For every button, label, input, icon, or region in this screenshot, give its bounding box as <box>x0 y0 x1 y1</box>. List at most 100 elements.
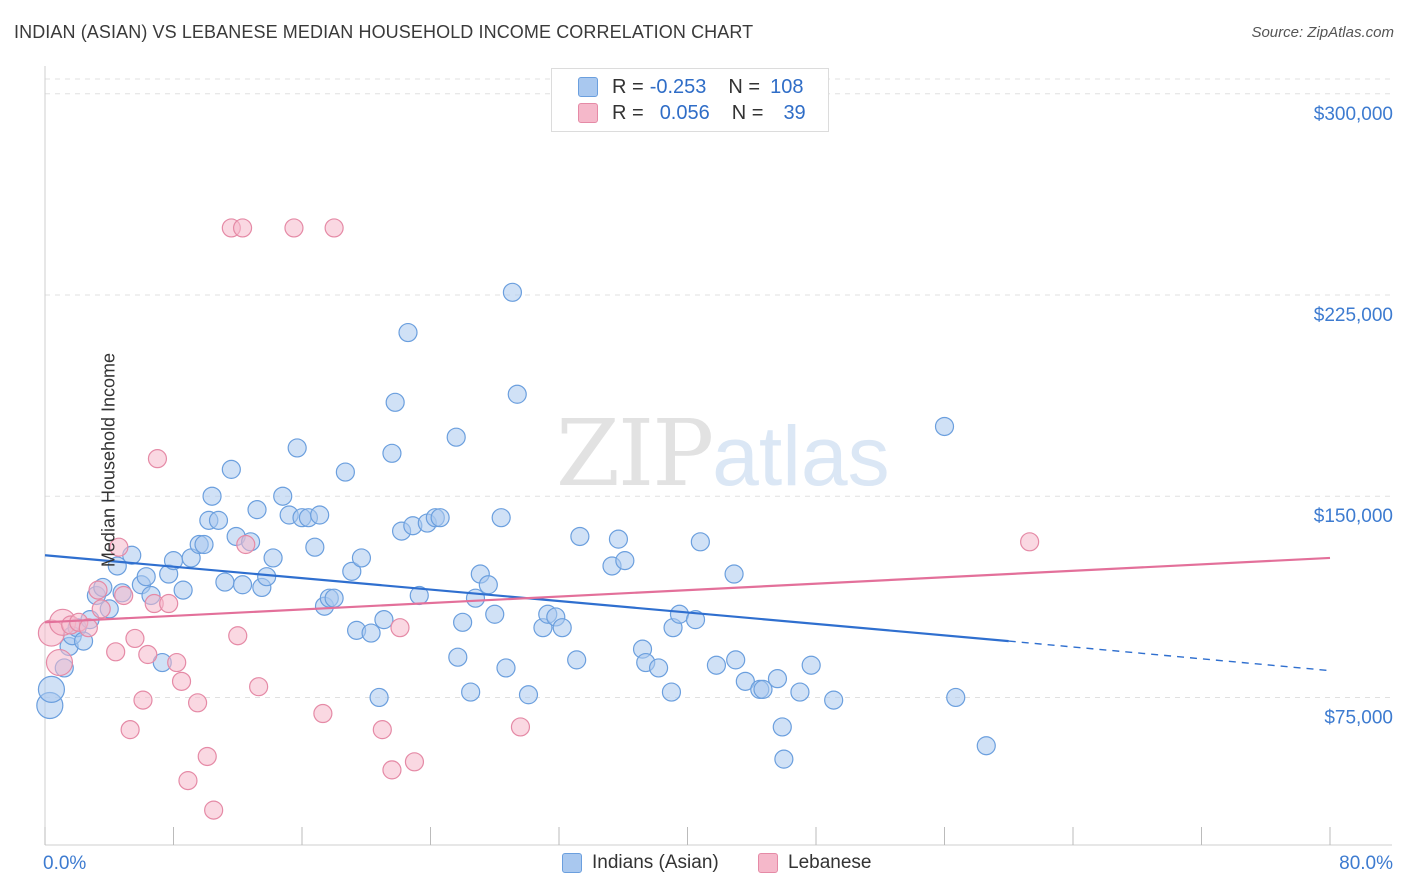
point-indians <box>374 610 394 630</box>
point-indians <box>263 548 283 568</box>
point-lebanese <box>187 693 208 713</box>
point-indians <box>232 575 253 595</box>
legend-n-value: 108 <box>770 75 804 98</box>
chart-title: INDIAN (ASIAN) VS LEBANESE MEDIAN HOUSEH… <box>14 22 754 42</box>
point-lebanese <box>45 648 74 677</box>
legend-r-value: 0.056 <box>659 101 710 124</box>
point-lebanese <box>133 690 153 710</box>
point-indians <box>772 717 792 737</box>
point-lebanese <box>106 642 126 662</box>
point-indians <box>342 561 362 581</box>
series-swatch-blue <box>562 853 582 873</box>
point-lebanese <box>159 593 179 614</box>
point-indians <box>351 548 372 568</box>
point-lebanese <box>324 218 344 238</box>
point-indians <box>324 588 344 608</box>
point-lebanese <box>228 626 248 646</box>
point-indians <box>385 392 405 412</box>
series-legend-indians[interactable]: Indians (Asian) <box>562 852 719 874</box>
point-indians <box>194 534 214 555</box>
point-indians <box>430 508 450 528</box>
point-lebanese <box>404 752 425 772</box>
series-legend: Indians (Asian) Lebanese <box>0 852 1406 876</box>
point-lebanese <box>178 771 198 791</box>
point-indians <box>215 572 235 592</box>
series-legend-label: Indians (Asian) <box>592 852 719 873</box>
point-lebanese <box>147 449 168 469</box>
point-indians <box>685 610 706 630</box>
point-lebanese <box>120 720 140 740</box>
point-indians <box>173 580 193 600</box>
point-lebanese <box>232 218 253 238</box>
legend-swatch-pink <box>578 103 598 123</box>
point-indians <box>136 567 156 587</box>
point-indians <box>552 618 572 638</box>
point-lebanese <box>204 800 224 820</box>
point-indians <box>767 669 788 689</box>
point-lebanese <box>78 618 98 638</box>
point-lebanese <box>390 618 410 638</box>
point-indians <box>507 384 527 404</box>
point-lebanese <box>510 717 531 737</box>
point-indians <box>305 537 325 557</box>
point-indians <box>615 551 635 571</box>
trend-line-lebanese <box>44 556 1331 624</box>
point-lebanese <box>125 628 145 649</box>
trend-line-indians-extension <box>1008 640 1331 672</box>
correlation-legend: R = -0.253 N = 108 R = 0.056 N = 39 <box>551 68 829 132</box>
series-legend-lebanese[interactable]: Lebanese <box>758 852 871 874</box>
point-indians <box>335 462 355 482</box>
point-indians <box>202 486 222 506</box>
point-lebanese <box>249 677 269 697</box>
point-indians <box>724 564 744 584</box>
point-indians <box>608 529 629 549</box>
point-indians <box>398 322 418 343</box>
point-indians <box>221 459 241 479</box>
point-indians <box>735 671 755 691</box>
point-indians <box>491 508 511 528</box>
source-label: Source: ZipAtlas.com <box>1251 24 1394 41</box>
point-indians <box>273 486 293 506</box>
series-legend-label: Lebanese <box>788 852 872 873</box>
point-indians <box>361 623 381 643</box>
point-lebanese <box>171 671 192 691</box>
point-indians <box>369 687 389 708</box>
point-indians <box>247 500 267 520</box>
point-lebanese <box>284 218 304 238</box>
point-indians <box>669 604 690 624</box>
point-indians <box>310 505 330 525</box>
legend-n-label: N = <box>728 75 761 98</box>
point-lebanese <box>109 537 129 557</box>
x-tick-label-min: 0.0% <box>43 853 86 874</box>
point-indians <box>570 526 590 547</box>
legend-n-label: N = <box>731 101 764 124</box>
point-indians <box>257 567 277 587</box>
legend-r-label: R = <box>612 101 644 124</box>
point-indians <box>726 650 746 670</box>
y-tick-label: $225,000 <box>1314 305 1393 326</box>
point-indians <box>461 682 481 702</box>
legend-row-lebanese: R = 0.056 N = 39 <box>578 101 806 125</box>
point-indians <box>946 687 966 708</box>
y-tick-label: $300,000 <box>1314 104 1393 125</box>
point-indians <box>496 658 516 678</box>
point-indians <box>37 675 66 703</box>
point-indians <box>485 604 505 624</box>
y-tick-label: $150,000 <box>1314 506 1393 527</box>
point-indians <box>382 443 402 463</box>
point-indians <box>801 655 821 675</box>
point-indians <box>976 736 996 756</box>
point-indians <box>465 588 486 608</box>
point-lebanese <box>138 644 158 665</box>
point-indians <box>518 685 539 705</box>
point-indians <box>567 650 587 670</box>
point-indians <box>448 647 468 667</box>
point-lebanese <box>382 760 402 780</box>
legend-n-value: 39 <box>783 101 806 124</box>
point-lebanese <box>167 652 187 673</box>
point-indians <box>287 438 307 458</box>
point-indians <box>446 427 466 447</box>
series-swatch-pink <box>758 853 778 873</box>
legend-r-value: -0.253 <box>649 75 707 98</box>
